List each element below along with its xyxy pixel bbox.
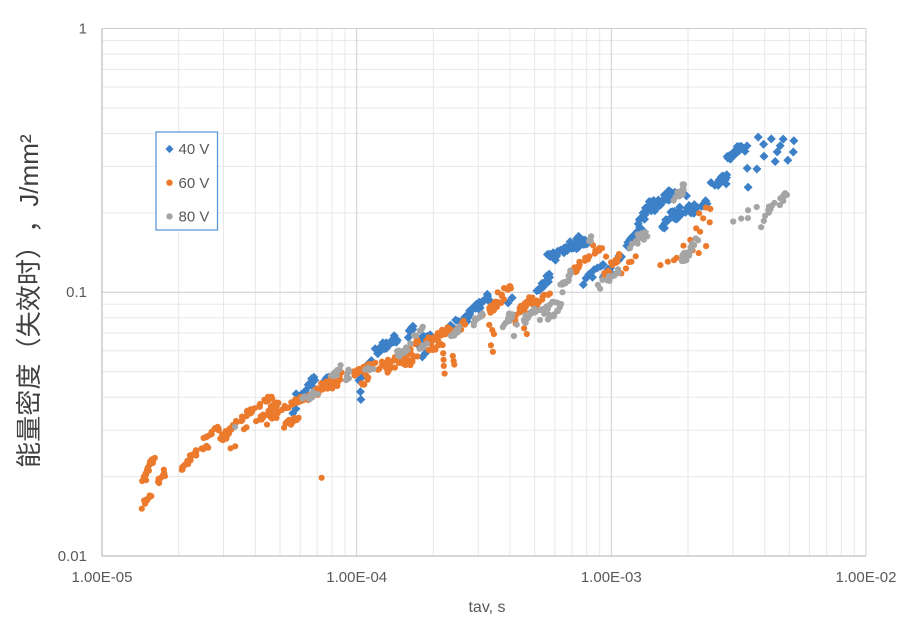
svg-text:1.00E-05: 1.00E-05 [72,569,133,586]
svg-text:1.00E-02: 1.00E-02 [836,569,897,586]
svg-text:0.01: 0.01 [58,548,87,565]
svg-text:60 V: 60 V [179,175,210,192]
svg-text:1.00E-03: 1.00E-03 [581,569,642,586]
svg-text:1.00E-04: 1.00E-04 [326,569,387,586]
svg-text:40 V: 40 V [179,141,210,158]
svg-text:80 V: 80 V [179,209,210,226]
svg-text:0.1: 0.1 [66,284,87,301]
svg-text:1: 1 [79,21,87,38]
svg-text:J/mm²: J/mm² [14,134,44,207]
svg-text:tav, s: tav, s [468,599,505,616]
